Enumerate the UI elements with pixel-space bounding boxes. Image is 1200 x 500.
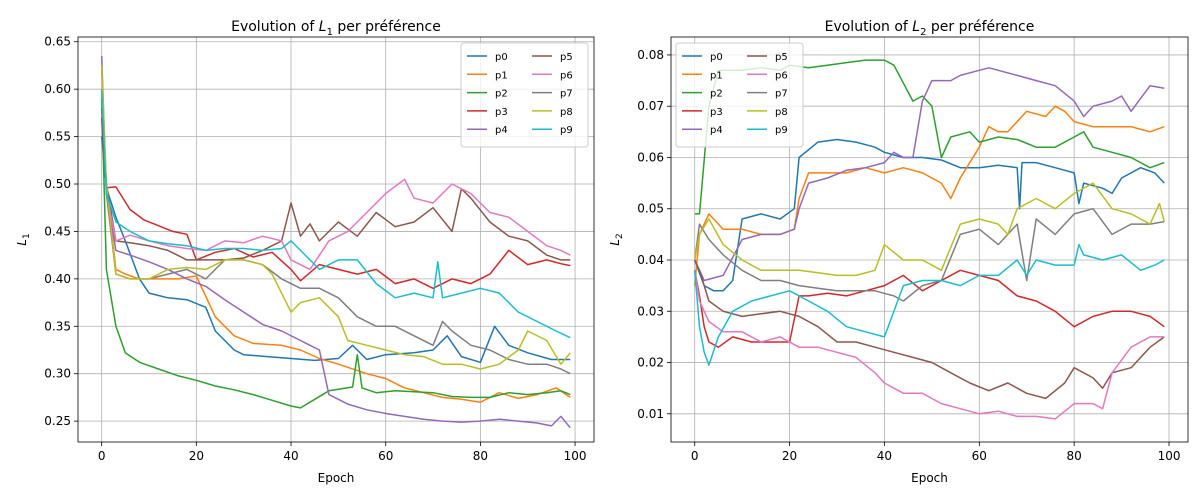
x-tick-label: 80 [1067,449,1082,463]
y-label-variable: L [15,239,29,246]
x-tick-label: 40 [283,449,298,463]
legend-label-p3: p3 [495,107,508,118]
title-prefix: Evolution of [825,19,913,35]
legend: p0 p1 p2 p3 p4 p5 p6 p7 p8 p9 [675,42,804,148]
series-line-p3 [100,117,571,290]
legend-label-p4: p4 [495,125,508,136]
y-tick-label: 0.65 [44,35,71,49]
x-axis-label: Epoch [911,471,948,485]
legend-label-p7: p7 [560,89,573,100]
y-tick-label: 0.08 [637,48,664,62]
legend-label-p8: p8 [775,107,788,118]
y-tick-label: 0.35 [44,319,71,333]
y-label-subscript: 2 [615,233,625,239]
legend-label-p5: p5 [560,52,573,63]
axes-frame [77,36,595,443]
series-line-p3 [693,269,1165,348]
y-label-subscript: 1 [22,233,32,239]
legend-label-p8: p8 [560,107,573,118]
title-variable: L [912,19,920,35]
y-tick-label: 0.04 [637,253,664,267]
title-suffix: per préférence [926,19,1034,35]
x-axis-label: Epoch [318,471,355,485]
series-line-p6 [100,70,571,271]
series-line-p7 [693,207,1165,302]
y-tick-label: 0.30 [44,367,71,381]
legend-label-p3: p3 [710,107,723,118]
legend-label-p4: p4 [710,125,723,136]
y-axis-label: L1 [15,233,32,245]
x-tick-label: 60 [972,449,987,463]
series-line-p5 [100,108,571,261]
x-tick-label: 80 [473,449,488,463]
series-line-p8 [693,182,1166,277]
x-tick-label: 100 [564,449,587,463]
legend-label-p6: p6 [775,70,788,81]
x-tick-label: 40 [877,449,892,463]
legend-label-p0: p0 [710,52,723,63]
legend-label-p1: p1 [495,70,508,81]
series-line-p6 [693,270,1165,420]
legend-label-p0: p0 [495,52,508,63]
y-tick-label: 0.07 [637,99,664,113]
legend-label-p2: p2 [495,89,508,100]
legend: p0 p1 p2 p3 p4 p5 p6 p7 p8 p9 [460,42,589,148]
y-tick-label: 0.25 [44,414,71,428]
grid [78,37,594,442]
series-group [100,55,571,429]
y-tick-label: 0.02 [637,356,664,370]
series-line-p4 [694,67,1165,282]
legend-label-p9: p9 [775,125,788,136]
series-line-p2 [100,98,571,409]
y-tick-label: 0.45 [44,224,71,238]
legend-box [675,42,804,148]
series-line-p9 [100,91,571,339]
y-label-variable: L [608,239,622,246]
legend-label-p2: p2 [710,89,723,100]
title-subscript: 2 [920,27,926,38]
x-tick-label: 20 [189,449,204,463]
legend-label-p7: p7 [775,89,788,100]
axes-frame [670,36,1189,443]
y-tick-label: 0.60 [44,82,71,96]
chart-title: Evolution of L2 per préférence [825,19,1035,38]
chart-l1: 0 20 40 60 80 100 0.25 0.30 0.35 0.40 0.45 0.50 0.55… [15,19,595,485]
y-tick-label: 0.01 [637,407,664,421]
legend-label-p5: p5 [775,52,788,63]
chart-title: Evolution of L1 per préférence [231,19,441,38]
legend-label-p1: p1 [710,70,723,81]
y-tick-label: 0.55 [44,130,71,144]
x-tick-label: 20 [782,449,797,463]
title-suffix: per préférence [333,19,441,35]
series-line-p7 [100,89,571,375]
series-line-p8 [100,65,571,370]
title-subscript: 1 [327,27,333,38]
series-line-p0 [100,136,571,364]
y-tick-label: 0.50 [44,177,71,191]
legend-label-p6: p6 [560,70,573,81]
legend-box [460,42,589,148]
series-line-p4 [100,55,571,429]
x-tick-label: 0 [98,449,106,463]
y-axis-label: L2 [608,233,625,245]
y-tick-label: 0.03 [637,304,664,318]
chart-l2: 0 20 40 60 80 100 0.01 0.02 0.03 0.04 0.05 0.06 0.07… [608,19,1189,485]
y-tick-label: 0.40 [44,272,71,286]
title-variable: L [319,19,327,35]
y-tick-label: 0.05 [637,202,664,216]
series-line-p9 [693,243,1165,366]
series-line-p5 [694,259,1165,400]
y-tick-label: 0.06 [637,150,664,164]
x-tick-label: 0 [691,449,699,463]
x-tick-label: 100 [1158,449,1181,463]
legend-label-p9: p9 [560,125,573,136]
x-tick-label: 60 [378,449,393,463]
title-prefix: Evolution of [231,19,319,35]
